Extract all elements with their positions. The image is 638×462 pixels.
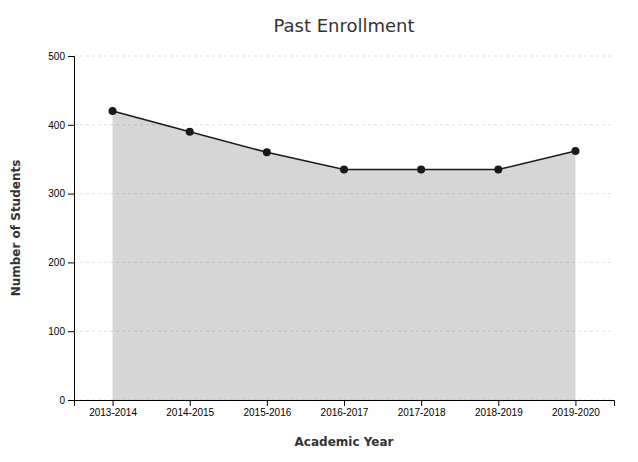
marks bbox=[109, 107, 580, 400]
x-tick: 2017-2018 bbox=[398, 400, 446, 418]
point bbox=[571, 147, 579, 155]
y-tick-label: 500 bbox=[48, 51, 65, 62]
x-tick-label: 2013-2014 bbox=[89, 407, 137, 418]
y-tick: 300 bbox=[48, 188, 74, 199]
point bbox=[109, 107, 117, 115]
y-tick-mark bbox=[68, 56, 74, 57]
x-axis: 2013-2014 2014-2015 2015-2016 2016-2017 2017… bbox=[75, 400, 615, 418]
y-axis: 0 100 200 300 400 500 bbox=[48, 51, 74, 406]
x-tick-label: 2014-2015 bbox=[166, 407, 214, 418]
x-tick-label: 2018-2019 bbox=[475, 407, 523, 418]
x-tick: 2013-2014 bbox=[89, 400, 137, 418]
y-axis-title: Number of Students bbox=[9, 160, 23, 297]
point bbox=[186, 128, 194, 136]
x-tick-label: 2016-2017 bbox=[321, 407, 369, 418]
x-tick: 2019-2020 bbox=[552, 400, 600, 418]
x-tick-mark bbox=[344, 400, 345, 406]
y-tick: 0 bbox=[59, 395, 74, 406]
plot: 2013-2014 2014-2015 2015-2016 2016-2017 2017… bbox=[48, 51, 614, 418]
y-tick-label: 100 bbox=[48, 326, 65, 337]
y-tick-label: 400 bbox=[48, 120, 65, 131]
y-tick-mark bbox=[68, 400, 74, 401]
y-tick: 500 bbox=[48, 51, 74, 62]
y-tick-label: 200 bbox=[48, 257, 65, 268]
y-tick-mark bbox=[68, 262, 74, 263]
line bbox=[113, 111, 576, 169]
x-tick-label: 2019-2020 bbox=[552, 407, 600, 418]
title: Past Enrollment bbox=[273, 15, 414, 36]
x-tick-mark bbox=[421, 400, 422, 406]
x-tick: 2015-2016 bbox=[243, 400, 291, 418]
chart: 2013-2014 2014-2015 2015-2016 2016-2017 2017… bbox=[0, 0, 638, 462]
point bbox=[340, 166, 348, 174]
y-tick-label: 0 bbox=[59, 395, 65, 406]
y-tick-mark bbox=[68, 194, 74, 195]
x-axis-title: Academic Year bbox=[295, 435, 394, 449]
x-tick: 2016-2017 bbox=[321, 400, 369, 418]
x-tick-mark bbox=[575, 400, 576, 406]
x-tick-mark bbox=[113, 400, 114, 406]
y-tick: 200 bbox=[48, 257, 74, 268]
x-tick-label: 2015-2016 bbox=[243, 407, 291, 418]
y-tick-mark bbox=[68, 331, 74, 332]
grid-line bbox=[74, 56, 614, 57]
area bbox=[113, 111, 576, 400]
y-tick-label: 300 bbox=[48, 188, 65, 199]
point bbox=[263, 148, 271, 156]
y-axis-line bbox=[68, 57, 75, 401]
point bbox=[417, 166, 425, 174]
x-tick: 2018-2019 bbox=[475, 400, 523, 418]
grid bbox=[74, 56, 614, 400]
x-tick-mark bbox=[498, 400, 499, 406]
y-tick: 100 bbox=[48, 326, 74, 337]
x-tick-mark bbox=[267, 400, 268, 406]
y-tick: 400 bbox=[48, 120, 74, 131]
x-tick-label: 2017-2018 bbox=[398, 407, 446, 418]
x-tick: 2014-2015 bbox=[166, 400, 214, 418]
x-tick-mark bbox=[190, 400, 191, 406]
x-axis-line bbox=[75, 401, 615, 407]
y-tick-mark bbox=[68, 125, 74, 126]
point bbox=[494, 166, 502, 174]
